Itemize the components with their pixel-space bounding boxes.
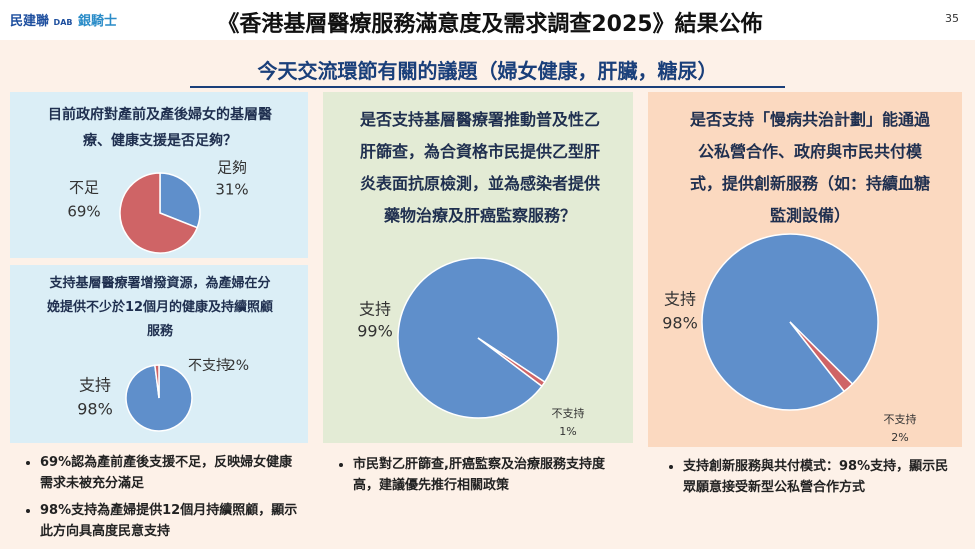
- pie-slice: [477, 337, 546, 388]
- subtitle: 今天交流環節有關的議題（婦女健康，肝臟，糖尿）: [190, 55, 785, 88]
- slice-label: 不支持: [884, 412, 917, 426]
- bullets: 69%認為產前產後支援不足，反映婦女健康需求未被充分滿足 98%支持為產婦提供12…: [22, 452, 302, 548]
- slice-label: 不支持: [552, 406, 585, 420]
- slice-label: 不支持: [188, 358, 230, 374]
- chart-title: 目前政府對產前及產後婦女的基層醫療、健康支援是否足夠？: [48, 107, 272, 149]
- slice-label: 支持: [664, 290, 696, 309]
- chart-title: 是否支持「慢病共治計劃」能通過公私營合作、政府與市民共付模式，提供創新服務（如：…: [689, 110, 930, 225]
- slice-label: 不足: [69, 179, 99, 197]
- value-label: 31%: [215, 181, 248, 199]
- bullet: 支持創新服務與共付模式：98%支持，顯示民眾願意接受新型公私營合作方式: [683, 456, 950, 498]
- logo-right: 銀騎士: [78, 14, 118, 29]
- value-label: 1%: [559, 425, 576, 438]
- value-label: 69%: [67, 203, 100, 221]
- bullets: 市民對乙肝篩查,肝癌監察及治療服務支持度高，建議優先推行相關政策: [335, 454, 630, 502]
- bullets: 支持創新服務與共付模式：98%支持，顯示民眾願意接受新型公私營合作方式: [665, 456, 950, 504]
- bullet: 69%認為產前產後支援不足，反映婦女健康需求未被充分滿足: [40, 452, 302, 494]
- pie-slice: [154, 364, 160, 399]
- logo-left: 民建聯 DAB: [10, 10, 72, 29]
- value-label: 98%: [77, 400, 113, 419]
- pie-slice: [159, 172, 201, 229]
- logo-text: 民建聯: [10, 14, 50, 29]
- bullet: 市民對乙肝篩查,肝癌監察及治療服務支持度高，建議優先推行相關政策: [353, 454, 630, 496]
- header-bar: [0, 0, 975, 40]
- chart-title: 支持基層醫療署增撥資源，為產婦在分娩提供不少於12個月的健康及持續照顧服務: [46, 276, 274, 339]
- value-label: 98%: [662, 314, 698, 333]
- bullet: 98%支持為產婦提供12個月持續照顧，顯示此方向具高度民意支持: [40, 500, 302, 542]
- chart-title: 是否支持基層醫療署推動普及性乙肝篩查，為合資格市民提供乙型肝炎表面抗原檢測，並為…: [360, 110, 601, 225]
- value-label: 2%: [891, 431, 908, 444]
- pie-slice: [789, 321, 854, 393]
- slice-label: 足夠: [217, 159, 247, 177]
- page-title: 《香港基層醫療服務滿意度及需求調查2025》結果公佈: [217, 12, 763, 37]
- page-number: 35: [945, 12, 959, 25]
- value-label: 2%: [227, 358, 249, 374]
- value-label: 99%: [357, 322, 393, 341]
- slice-label: 支持: [359, 300, 391, 319]
- logo-sub: DAB: [53, 18, 73, 27]
- slice-label: 支持: [79, 376, 111, 395]
- pie-slice: [119, 172, 199, 254]
